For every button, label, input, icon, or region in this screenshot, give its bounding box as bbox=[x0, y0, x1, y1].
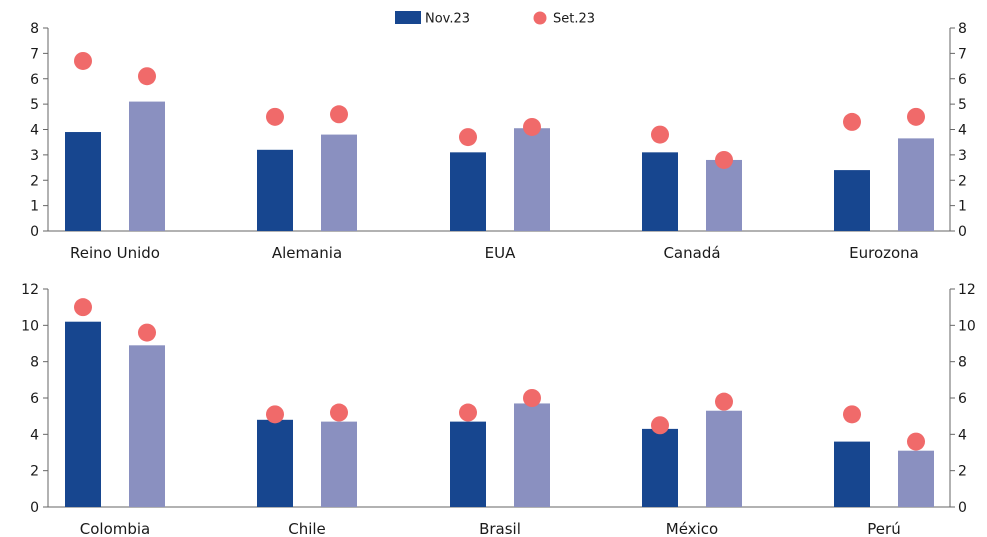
bar-nov23 bbox=[257, 149, 293, 231]
dot-set23 bbox=[907, 432, 925, 451]
y-tick-label-right: 4 bbox=[958, 427, 967, 443]
chart-panel-top: 0 0 1 1 2 2 3 3 4 4 5 5 6 6 7 7 8 8 Reino Unido Alemania EUA… bbox=[30, 21, 967, 262]
y-tick-label-left: 8 bbox=[30, 21, 39, 37]
y-tick-label-left: 0 bbox=[30, 224, 39, 240]
category-label: Chile bbox=[288, 520, 326, 537]
y-tick-label-right: 6 bbox=[958, 391, 967, 407]
dot-set23 bbox=[330, 105, 348, 124]
y-tick-label-right: 0 bbox=[958, 500, 967, 516]
legend-label-nov23: Nov.23 bbox=[425, 12, 470, 27]
y-tick-label-left: 4 bbox=[30, 427, 39, 443]
dot-set23 bbox=[74, 298, 92, 317]
bar-nov23 bbox=[65, 132, 101, 231]
dot-set23 bbox=[843, 405, 861, 424]
y-tick-label-left: 7 bbox=[30, 46, 39, 62]
bar-second bbox=[514, 128, 550, 231]
y-tick-label-right: 2 bbox=[958, 464, 967, 480]
dot-set23 bbox=[266, 405, 284, 424]
y-tick-label-right: 8 bbox=[958, 21, 967, 37]
dot-set23 bbox=[843, 112, 861, 131]
dot-set23 bbox=[459, 128, 477, 147]
category-label: Colombia bbox=[80, 520, 151, 537]
dot-set23 bbox=[651, 416, 669, 435]
legend: Nov.23 Set.23 bbox=[395, 11, 595, 27]
y-tick-label-left: 3 bbox=[30, 148, 39, 164]
bar-second bbox=[706, 159, 742, 231]
y-tick-label-left: 0 bbox=[30, 500, 39, 516]
bar-nov23 bbox=[257, 419, 293, 507]
category-label: EUA bbox=[485, 244, 516, 262]
y-tick-label-right: 0 bbox=[958, 224, 967, 240]
y-tick-label-right: 2 bbox=[958, 173, 967, 189]
bar-second bbox=[321, 421, 357, 507]
y-tick-label-right: 12 bbox=[958, 282, 976, 298]
legend-label-set23: Set.23 bbox=[553, 12, 595, 27]
bar-nov23 bbox=[450, 421, 486, 507]
bar-second bbox=[129, 345, 165, 507]
dot-set23 bbox=[523, 117, 541, 136]
dot-set23 bbox=[138, 67, 156, 86]
y-tick-label-right: 4 bbox=[958, 123, 967, 139]
category-label: México bbox=[666, 520, 718, 537]
dot-set23 bbox=[523, 389, 541, 407]
dot-set23 bbox=[715, 150, 733, 169]
category-label: Eurozona bbox=[849, 244, 919, 262]
dot-set23 bbox=[651, 125, 669, 144]
dot-set23 bbox=[459, 403, 477, 422]
dot-set23 bbox=[266, 107, 284, 126]
y-tick-label-left: 12 bbox=[21, 282, 39, 298]
legend-swatch-nov23 bbox=[395, 11, 421, 24]
y-tick-label-left: 8 bbox=[30, 355, 39, 371]
bar-nov23 bbox=[834, 441, 870, 507]
category-label: Brasil bbox=[479, 520, 521, 537]
y-tick-label-left: 4 bbox=[30, 123, 39, 139]
y-tick-label-right: 3 bbox=[958, 148, 967, 164]
dot-set23 bbox=[715, 392, 733, 411]
dot-set23 bbox=[907, 107, 925, 126]
y-tick-label-left: 10 bbox=[21, 318, 39, 334]
dot-set23 bbox=[138, 323, 156, 342]
bar-nov23 bbox=[450, 152, 486, 231]
y-tick-label-left: 1 bbox=[30, 199, 39, 215]
bar-second bbox=[129, 101, 165, 232]
y-tick-label-left: 6 bbox=[30, 391, 39, 407]
y-tick-label-right: 7 bbox=[958, 46, 967, 62]
bar-nov23 bbox=[834, 170, 870, 231]
dot-set23 bbox=[330, 403, 348, 422]
bar-second bbox=[898, 138, 934, 231]
dot-set23 bbox=[74, 51, 92, 70]
bar-nov23 bbox=[642, 428, 678, 507]
y-tick-label-left: 2 bbox=[30, 464, 39, 480]
y-tick-label-right: 10 bbox=[958, 318, 976, 334]
y-tick-label-right: 6 bbox=[958, 72, 967, 88]
y-tick-label-left: 2 bbox=[30, 173, 39, 189]
bar-second bbox=[514, 403, 550, 507]
y-tick-label-left: 6 bbox=[30, 72, 39, 88]
bar-second bbox=[706, 410, 742, 507]
bar-second bbox=[898, 450, 934, 507]
y-tick-label-left: 5 bbox=[30, 97, 39, 113]
legend-dot-set23 bbox=[533, 11, 547, 25]
y-tick-label-right: 5 bbox=[958, 97, 967, 113]
category-label: Reino Unido bbox=[70, 244, 160, 262]
y-tick-label-right: 1 bbox=[958, 199, 967, 215]
chart-panel-bottom: 0 0 2 2 4 4 6 6 8 8 10 10 12 12 Colombia Chile Brasil Méx… bbox=[21, 282, 976, 537]
bar-second bbox=[321, 134, 357, 231]
category-label: Canadá bbox=[663, 244, 720, 262]
y-tick-label-right: 8 bbox=[958, 355, 967, 371]
bar-nov23 bbox=[65, 321, 101, 507]
category-label: Alemania bbox=[272, 244, 342, 262]
category-label: Perú bbox=[867, 520, 900, 537]
bar-nov23 bbox=[642, 152, 678, 231]
